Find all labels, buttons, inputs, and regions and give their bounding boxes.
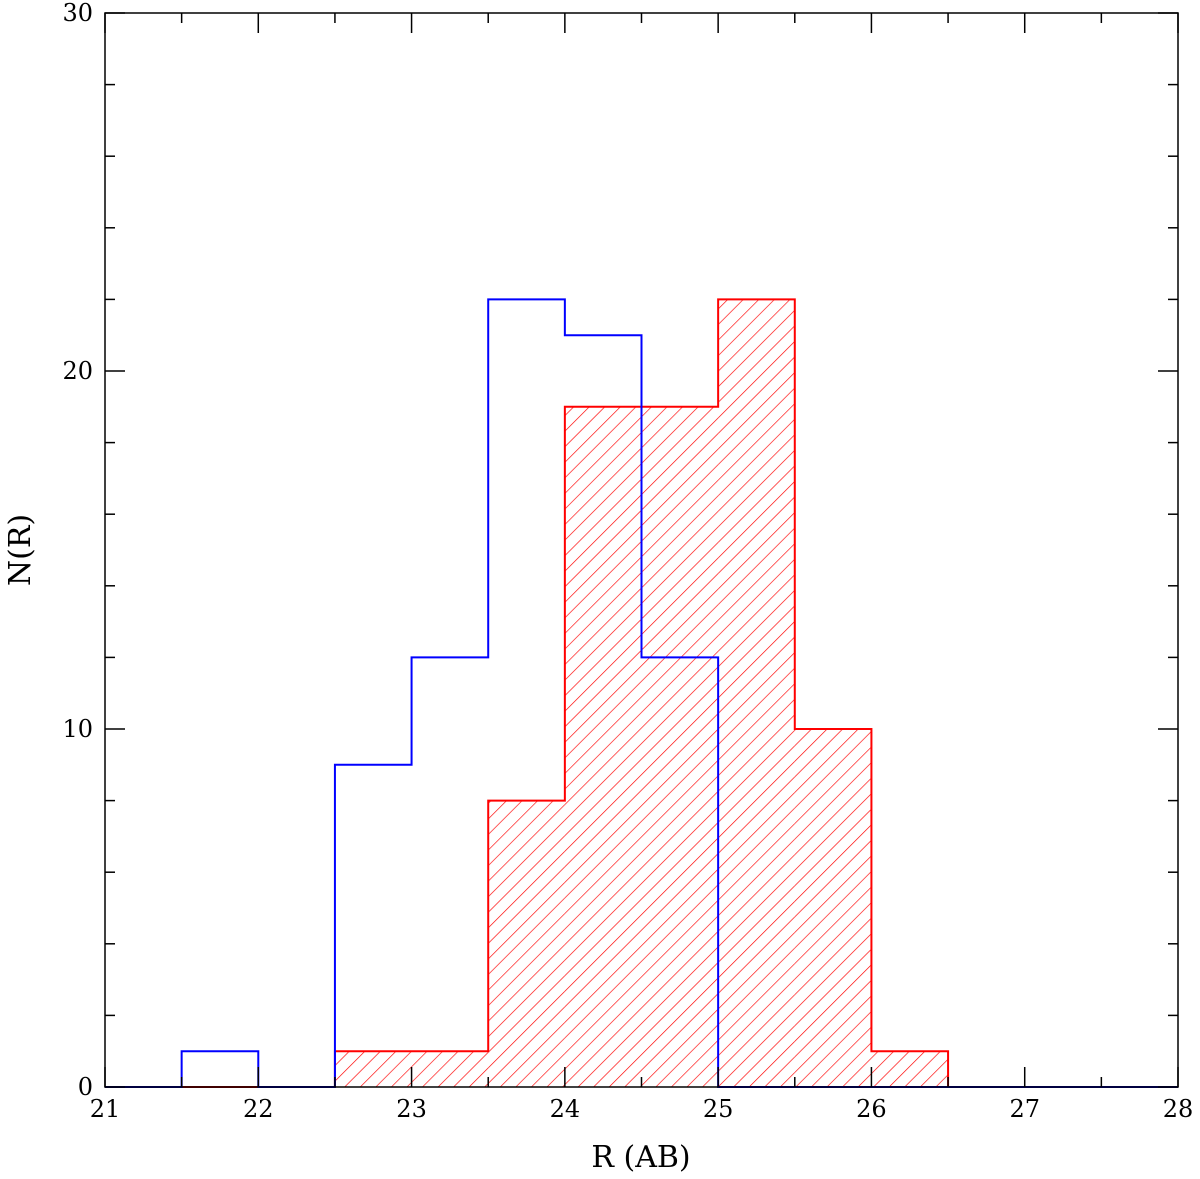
- x-tick-label: 23: [396, 1095, 427, 1123]
- x-tick-label: 25: [703, 1095, 734, 1123]
- x-tick-label: 24: [550, 1095, 581, 1123]
- hatched-bar-5: [488, 800, 565, 1087]
- axes-layer: [104, 12, 1179, 1088]
- hatched-bar-7: [641, 406, 719, 1087]
- y-tick-label: 0: [78, 1073, 93, 1101]
- hatched-bar-10: [871, 1051, 949, 1087]
- x-tick-label: 22: [243, 1095, 274, 1123]
- x-tick-label: 28: [1163, 1095, 1194, 1123]
- x-tick-label: 21: [90, 1095, 121, 1123]
- hatched-bar-6: [564, 406, 642, 1087]
- y-tick-label: 20: [62, 357, 93, 385]
- hatched-bar-8: [718, 299, 795, 1087]
- y-axis-title: N(R): [3, 514, 38, 586]
- hatched-bar-4: [411, 1051, 489, 1087]
- x-tick-label: 27: [1009, 1095, 1040, 1123]
- series-hatched: [105, 298, 1178, 1088]
- hatched-bar-9: [794, 729, 872, 1087]
- x-tick-label: 26: [856, 1095, 887, 1123]
- hatched-bar-3: [334, 1051, 412, 1087]
- x-axis-title: R (AB): [591, 1140, 690, 1175]
- y-tick-label: 30: [62, 0, 93, 27]
- y-tick-label: 10: [62, 715, 93, 743]
- labels-layer: 21 22 23 24 25 26 27 28 0 10 20 30: [62, 0, 1193, 1123]
- series-layer: [105, 298, 1178, 1088]
